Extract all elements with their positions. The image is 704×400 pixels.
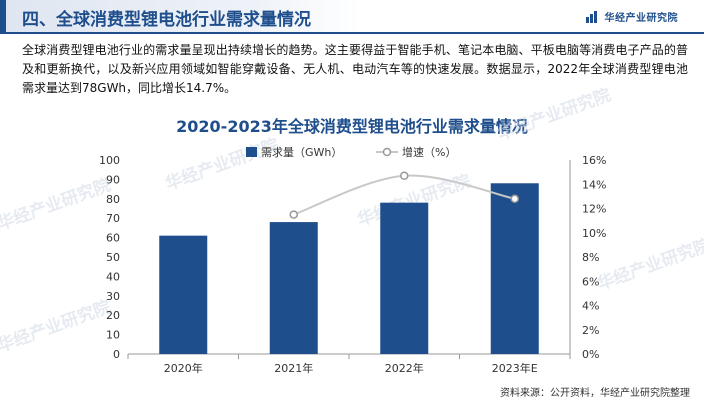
left-axis-tick-label: 30 [106, 290, 120, 303]
x-axis-tick-label: 2022年 [385, 361, 424, 375]
header-band [0, 0, 360, 32]
page-header: 四、全球消费型锂电池行业需求量情况 华经产业研究院 [0, 0, 704, 34]
left-axis-tick-label: 10 [106, 329, 120, 342]
section-title: 四、全球消费型锂电池行业需求量情况 [22, 10, 311, 30]
bar-series [159, 183, 539, 354]
left-axis-tick-label: 40 [106, 270, 120, 283]
logo-icon [585, 10, 597, 23]
bar-demand [490, 183, 539, 354]
bar-demand [380, 202, 429, 354]
growth-point [510, 194, 519, 204]
legend-label-demand: 需求量（GWh） [261, 146, 342, 159]
chart-legend: 需求量（GWh） 增速（%） [246, 145, 456, 159]
brand-logo: 华经产业研究院 [585, 9, 679, 24]
right-axis-tick-label: 4% [582, 300, 599, 313]
logo-text: 华经产业研究院 [604, 13, 678, 24]
legend-marker-growth [382, 147, 392, 157]
left-axis-tick-label: 80 [106, 193, 120, 206]
left-axis-tick-label: 20 [106, 309, 120, 322]
x-axis-tick-label: 2023年E [492, 361, 538, 375]
right-axis-tick-label: 12% [582, 203, 606, 216]
legend-swatch-demand [246, 147, 257, 157]
right-axis-tick-label: 14% [582, 178, 606, 191]
left-axis-tick-label: 50 [106, 251, 120, 264]
growth-line-series [289, 171, 519, 219]
right-axis-tick-label: 6% [582, 275, 599, 288]
growth-point [289, 210, 298, 219]
intro-paragraph: 全球消费型锂电池行业的需求量呈现出持续增长的趋势。这主要得益于智能手机、笔记本电… [22, 43, 688, 95]
source-note: 资料来源：公开资料，华经产业研究院整理 [500, 388, 690, 399]
x-axis-tick-label: 2021年 [274, 361, 313, 375]
right-axis-tick-label: 16% [582, 154, 606, 167]
left-axis-tick-label: 90 [106, 173, 120, 186]
left-axis-tick-label: 100 [99, 154, 120, 167]
watermark-text: 华经产业研究院 [595, 234, 704, 294]
left-axis-tick-label: 60 [106, 232, 120, 245]
bar-demand [269, 222, 318, 354]
chart-title: 2020-2023年全球消费型锂电池行业需求量情况 [176, 117, 528, 136]
left-axis-tick-label: 70 [106, 212, 120, 225]
header-accent-bar [0, 0, 6, 32]
watermark-text: 华经产业研究院 [0, 174, 114, 234]
right-axis-tick-label: 8% [582, 251, 599, 264]
legend-label-growth: 增速（%） [402, 145, 456, 159]
watermark-text: 华经产业研究院 [495, 84, 614, 144]
header-divider [0, 32, 704, 34]
watermark-text: 华经产业研究院 [0, 296, 114, 356]
x-axis-tick-label: 2020年 [164, 361, 203, 375]
bar-demand [159, 235, 208, 354]
chart-axes: 0 10 20 30 40 50 60 70 80 90 100 0% 2% 4% 6% 8% 10% 12% 14… [99, 154, 606, 375]
right-axis-tick-label: 2% [582, 324, 599, 337]
watermark-text: 华经产业研究院 [163, 134, 282, 194]
left-axis-tick-label: 0 [113, 348, 120, 361]
right-axis-tick-label: 10% [582, 227, 606, 240]
growth-point [400, 171, 409, 181]
right-axis-tick-label: 0% [582, 348, 599, 361]
